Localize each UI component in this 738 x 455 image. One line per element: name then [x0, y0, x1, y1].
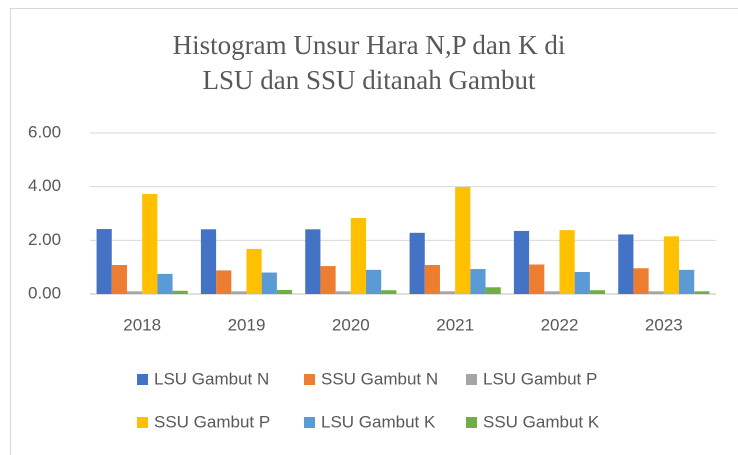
- legend-label: SSU Gambut P: [154, 412, 270, 431]
- legend-label: SSU Gambut N: [321, 369, 438, 388]
- bar: [485, 287, 501, 294]
- bar: [142, 193, 158, 294]
- bar: [529, 264, 545, 294]
- bar: [126, 291, 143, 294]
- bar: [335, 291, 351, 294]
- bar: [633, 268, 649, 294]
- bar: [694, 291, 710, 294]
- bar: [216, 270, 232, 294]
- legend-swatch: [304, 417, 315, 428]
- y-tick-label: 2.00: [28, 230, 61, 249]
- legend-label: LSU Gambut P: [483, 369, 597, 388]
- bar: [172, 290, 188, 294]
- legend-label: LSU Gambut K: [321, 412, 436, 431]
- bar: [513, 230, 530, 294]
- x-tick-label: 2019: [228, 315, 266, 334]
- bar: [455, 186, 471, 294]
- bar: [200, 229, 217, 294]
- bar: [618, 234, 634, 294]
- bar: [559, 230, 575, 294]
- bar: [111, 265, 127, 294]
- bar: [157, 273, 173, 294]
- x-tick-label: 2018: [123, 315, 161, 334]
- bar: [544, 291, 560, 294]
- bar: [261, 272, 277, 294]
- bar: [679, 269, 695, 294]
- y-tick-label: 4.00: [28, 176, 61, 195]
- x-tick-label: 2023: [645, 315, 683, 334]
- y-tick-label: 0.00: [28, 283, 61, 302]
- bar: [409, 232, 425, 294]
- legend-label: LSU Gambut N: [154, 369, 269, 388]
- x-tick-label: 2021: [436, 315, 474, 334]
- legend-swatch: [466, 374, 477, 385]
- bar: [276, 289, 293, 294]
- legend-label: SSU Gambut K: [483, 412, 600, 431]
- bar: [589, 290, 606, 294]
- bar: [350, 218, 367, 294]
- bar: [439, 291, 456, 294]
- legend-swatch: [466, 417, 477, 428]
- bar: [648, 291, 664, 294]
- x-tick-label: 2022: [541, 315, 579, 334]
- chart-title: Histogram Unsur Hara N,P dan K di LSU da…: [172, 30, 566, 95]
- bar: [470, 269, 486, 294]
- legend-swatch: [137, 417, 148, 428]
- bar: [305, 229, 321, 294]
- bar: [366, 269, 382, 294]
- bar: [231, 291, 247, 294]
- y-tick-label: 6.00: [28, 122, 61, 141]
- bar: [96, 229, 112, 294]
- bar: [320, 266, 336, 294]
- legend-swatch: [137, 374, 148, 385]
- bar: [574, 271, 590, 294]
- chart-border: [10, 8, 738, 455]
- legend-swatch: [304, 374, 315, 385]
- bar: [246, 248, 262, 294]
- bar: [381, 290, 397, 294]
- bar: [424, 265, 440, 294]
- bar: [663, 236, 680, 294]
- x-tick-label: 2020: [332, 315, 370, 334]
